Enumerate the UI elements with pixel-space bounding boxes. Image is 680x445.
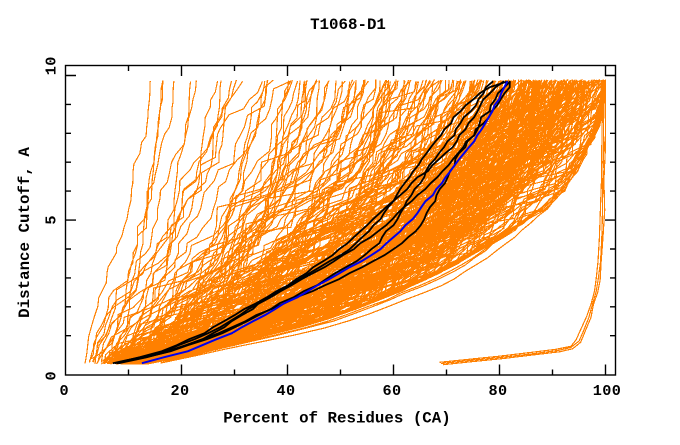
svg-text:100: 100 xyxy=(593,382,622,400)
svg-text:Percent of Residues (CA): Percent of Residues (CA) xyxy=(223,410,451,428)
svg-text:20: 20 xyxy=(170,382,189,400)
svg-text:40: 40 xyxy=(276,382,295,400)
svg-text:60: 60 xyxy=(382,382,401,400)
svg-text:0: 0 xyxy=(43,371,61,381)
svg-text:5: 5 xyxy=(43,215,61,225)
svg-text:0: 0 xyxy=(60,382,70,400)
svg-text:Distance Cutoff, A: Distance Cutoff, A xyxy=(16,147,34,318)
svg-text:T1068-D1: T1068-D1 xyxy=(310,16,386,34)
svg-text:80: 80 xyxy=(488,382,507,400)
svg-text:10: 10 xyxy=(43,56,61,75)
